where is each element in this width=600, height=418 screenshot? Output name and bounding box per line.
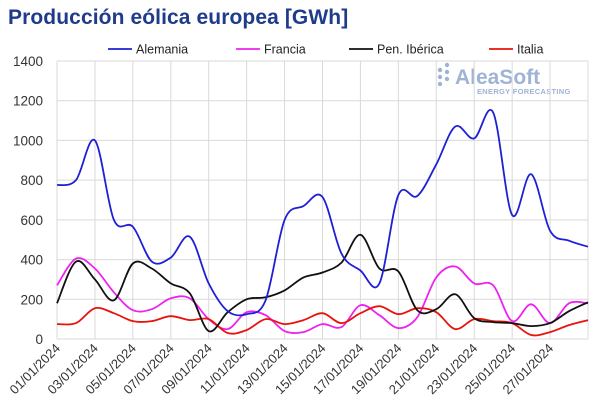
y-tick-label: 1400 — [13, 54, 43, 69]
aleasoft-logo: AleaSoft ENERGY FORECASTING — [437, 62, 571, 96]
y-tick-label: 800 — [20, 173, 43, 188]
grid — [56, 60, 589, 340]
series-lines — [56, 109, 589, 337]
aleasoft-logo-mark-icon — [437, 62, 450, 87]
y-tick-label: 0 — [35, 332, 43, 347]
legend-label-alemania: Alemania — [136, 43, 188, 57]
series-line-pen-ib-rica — [56, 233, 589, 333]
chart-title: Producción eólica europea [GWh] — [8, 6, 349, 29]
legend: Alemania Francia Pen. Ibérica Italia — [108, 43, 543, 57]
y-tick-label: 200 — [20, 292, 43, 307]
y-tick-label: 1200 — [13, 94, 43, 109]
x-axis: 01/01/202403/01/202405/01/202407/01/2024… — [6, 341, 556, 398]
legend-label-italia: Italia — [517, 43, 543, 57]
y-tick-label: 600 — [20, 213, 43, 228]
legend-label-pen-ib-rica: Pen. Ibérica — [377, 43, 444, 57]
series-line-italia — [56, 305, 589, 337]
y-axis: 0 200 400 600 800 1000 1200 1400 — [13, 54, 43, 347]
y-tick-label: 400 — [20, 253, 43, 268]
legend-label-francia: Francia — [264, 43, 306, 57]
series-line-alemania — [56, 109, 589, 317]
y-tick-label: 1000 — [13, 133, 43, 148]
aleasoft-tagline: ENERGY FORECASTING — [477, 87, 571, 96]
aleasoft-logo-text: AleaSoft — [455, 66, 540, 89]
series-line-francia — [56, 257, 589, 334]
